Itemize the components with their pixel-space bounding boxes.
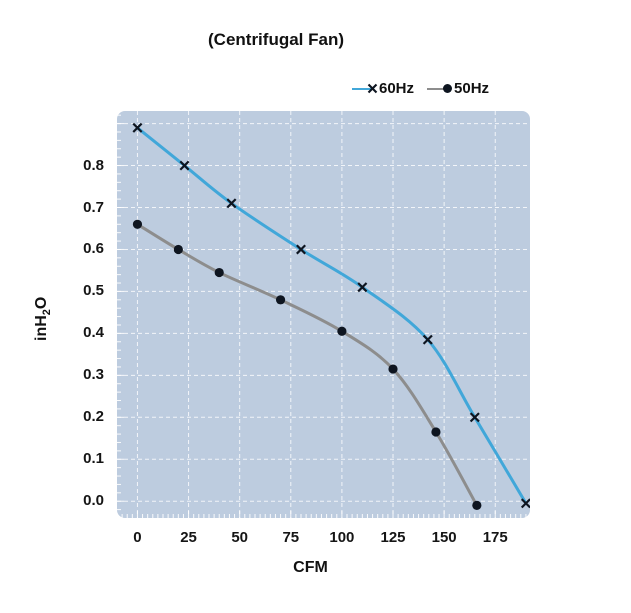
y-axis-title: inH2O <box>33 296 54 341</box>
y-tick-label: 0.2 <box>83 408 104 426</box>
x-tick-label: 150 <box>431 529 457 546</box>
y-tick-label: 0.8 <box>83 156 104 174</box>
y-tick-label: 0.3 <box>83 366 104 384</box>
y-tick-label: 0.4 <box>83 324 104 342</box>
line-swatch-icon <box>427 87 448 90</box>
dot-marker-icon <box>443 83 453 93</box>
x-axis-ticks: 0 25 50 75 100 125 150 175 <box>117 529 530 549</box>
minor-ticks <box>117 114 527 518</box>
x-tick-label: 25 <box>180 529 197 546</box>
y-tick-label: 0.7 <box>83 198 104 216</box>
chart-canvas <box>117 111 530 518</box>
plot-area <box>117 111 530 518</box>
legend-item-50hz: 50Hz <box>427 80 489 97</box>
gridlines <box>117 111 530 518</box>
x-tick-label: 0 <box>133 529 142 546</box>
x-axis-title: CFM <box>293 559 328 576</box>
series-markers-50hz <box>132 219 482 511</box>
line-swatch-icon <box>352 87 372 90</box>
legend-swatch-50hz <box>427 83 453 95</box>
y-axis-ticks: 0.8 0.7 0.6 0.5 0.4 0.3 0.2 0.1 0.0 <box>56 111 104 518</box>
x-tick-label: 125 <box>380 529 406 546</box>
x-tick-label: 50 <box>231 529 249 546</box>
x-tick-label: 175 <box>482 529 508 546</box>
series-line-60hz <box>135 126 528 505</box>
legend: 60Hz 50Hz <box>352 80 489 97</box>
legend-label-50hz: 50Hz <box>454 80 490 97</box>
legend-item-60hz: 60Hz <box>352 80 414 97</box>
legend-label-60hz: 60Hz <box>379 80 415 97</box>
y-tick-label: 0.6 <box>83 240 104 258</box>
y-tick-label: 0.1 <box>83 450 104 468</box>
chart-title: (Centrifugal Fan) <box>208 30 344 49</box>
y-tick-label: 0.0 <box>83 492 104 510</box>
series-markers-60hz <box>132 122 530 509</box>
legend-swatch-60hz <box>352 83 378 95</box>
x-marker-icon <box>367 83 378 93</box>
x-tick-label: 100 <box>329 529 355 546</box>
y-tick-label: 0.5 <box>83 282 104 300</box>
x-tick-label: 75 <box>282 529 300 546</box>
